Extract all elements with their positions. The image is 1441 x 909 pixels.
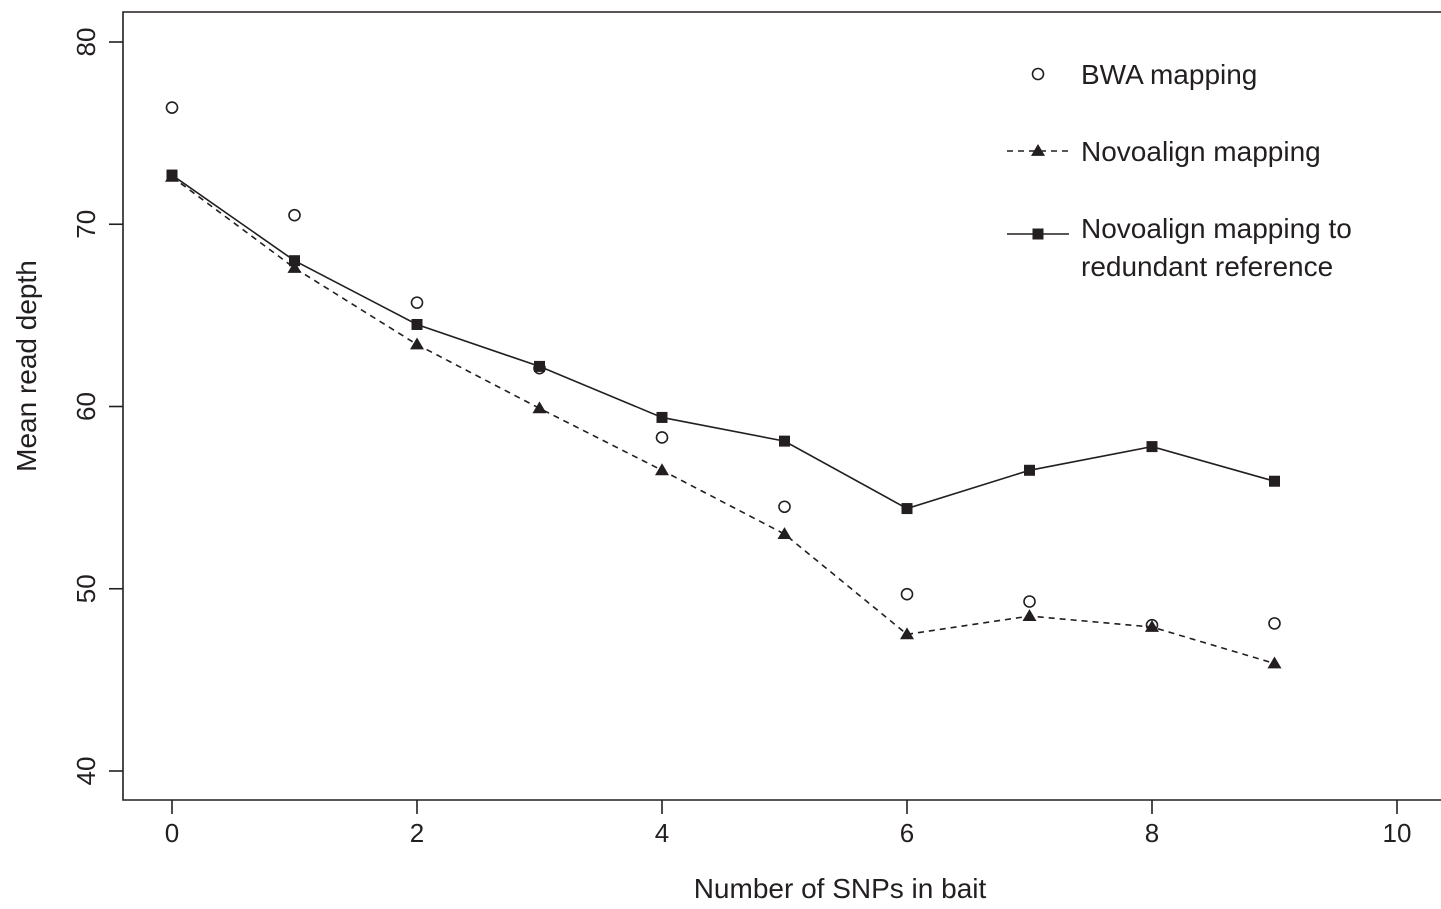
series-line-novoalign-redundant <box>171 174 1275 510</box>
data-point-bwa <box>655 431 669 444</box>
series-line-novoalign <box>171 176 1275 665</box>
y-tick-label: 50 <box>71 574 101 603</box>
y-tick-label: 80 <box>71 28 101 57</box>
series-novoalign-redundant <box>166 169 1280 515</box>
series-novoalign <box>165 169 1282 669</box>
data-point-novoalign-redundant <box>1269 475 1280 487</box>
legend-entry-novoalign-redundant: Novoalign mapping to redundant reference <box>1007 213 1352 282</box>
legend-marker <box>1032 228 1044 240</box>
x-tick-label: 10 <box>1383 818 1412 848</box>
x-tick-label: 0 <box>165 818 179 848</box>
y-axis-title: Mean read depth <box>11 260 42 472</box>
data-point-novoalign <box>410 337 424 350</box>
x-tick-label: 6 <box>900 818 914 848</box>
data-point-bwa <box>165 101 179 114</box>
data-point-bwa <box>410 296 424 309</box>
data-point-novoalign <box>1145 620 1159 632</box>
data-point-bwa <box>778 500 791 514</box>
legend-label: Novoalign mapping to <box>1081 213 1352 244</box>
x-tick-label: 8 <box>1145 818 1159 848</box>
data-point-novoalign-redundant <box>779 435 790 447</box>
plot-frame <box>122 11 1441 801</box>
data-point-novoalign-redundant <box>656 411 668 423</box>
x-axis-title: Number of SNPs in bait <box>694 873 987 904</box>
legend-marker <box>1031 144 1045 156</box>
legend-entry-bwa: BWA mapping <box>1031 59 1257 90</box>
y-tick-label: 60 <box>71 392 101 421</box>
data-point-bwa <box>900 587 914 601</box>
data-point-novoalign <box>1267 656 1282 669</box>
x-tick-label: 2 <box>410 818 424 848</box>
legend-label-line2: redundant reference <box>1081 251 1333 282</box>
data-point-bwa <box>1023 595 1036 608</box>
data-point-bwa <box>1268 617 1281 630</box>
legend: BWA mapping Novoalign mapping Novoalign ma… <box>1007 59 1352 282</box>
y-tick-label: 70 <box>71 210 101 239</box>
data-point-novoalign <box>900 627 914 640</box>
legend-entry-novoalign: Novoalign mapping <box>1007 136 1321 167</box>
data-point-novoalign <box>287 260 302 273</box>
data-point-novoalign <box>655 463 669 476</box>
x-tick-label: 4 <box>655 818 669 848</box>
data-point-novoalign-redundant <box>534 360 545 372</box>
series-bwa <box>165 101 1281 632</box>
axes: 0 2 4 6 8 10 40 50 60 70 80 <box>71 11 1441 848</box>
data-point-novoalign <box>532 401 547 414</box>
data-point-bwa <box>288 208 301 222</box>
series-layer <box>165 101 1282 669</box>
legend-label: BWA mapping <box>1081 59 1257 90</box>
data-point-novoalign-redundant <box>1024 464 1035 476</box>
data-point-novoalign <box>1022 609 1037 621</box>
data-point-novoalign-redundant <box>1146 441 1158 453</box>
y-tick-label: 40 <box>71 757 101 786</box>
legend-marker <box>1031 67 1045 81</box>
data-point-novoalign-redundant <box>411 318 423 330</box>
legend-label: Novoalign mapping <box>1081 136 1321 167</box>
data-point-novoalign-redundant <box>166 169 178 181</box>
data-point-novoalign-redundant <box>289 255 300 267</box>
data-point-novoalign <box>777 527 792 539</box>
data-point-novoalign-redundant <box>901 503 913 515</box>
